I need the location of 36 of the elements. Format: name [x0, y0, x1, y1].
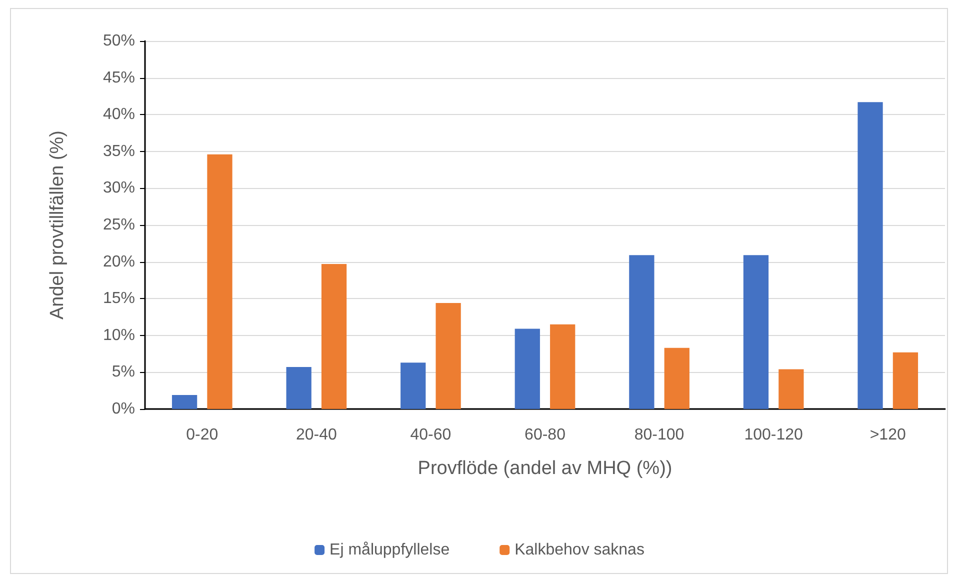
- y-tick-label: 20%: [102, 253, 135, 270]
- y-tick-label: 35%: [102, 142, 135, 160]
- y-tick-label: 5%: [112, 364, 135, 381]
- x-tick-label: 80-100: [634, 426, 684, 444]
- bar: [858, 102, 883, 409]
- y-tick-label: 50%: [102, 32, 135, 50]
- x-tick-label: 60-80: [524, 426, 566, 444]
- bar: [436, 303, 461, 409]
- x-axis-title: Provflöde (andel av MHQ (%)): [418, 458, 672, 479]
- legend-label: Kalkbehov saknas: [514, 542, 644, 558]
- legend-label: Ej måluppfyllelse: [330, 542, 450, 558]
- bar: [629, 255, 654, 409]
- y-tick-label: 10%: [102, 326, 135, 344]
- y-tick-label: 30%: [102, 180, 135, 197]
- bar: [550, 324, 576, 409]
- bar: [207, 154, 232, 409]
- x-tick-label: 0-20: [186, 426, 218, 444]
- x-tick-label: 40-60: [410, 426, 452, 444]
- bar: [664, 348, 690, 409]
- bar: [400, 362, 426, 409]
- x-tick-label: 20-40: [296, 426, 337, 444]
- y-tick-label: 25%: [102, 216, 135, 234]
- y-tick-label: 0%: [112, 400, 135, 418]
- bar: [892, 352, 918, 409]
- bar: [514, 328, 540, 409]
- x-tick-label: >120: [870, 426, 906, 444]
- bar: [321, 264, 347, 409]
- y-tick-label: 40%: [102, 106, 135, 124]
- y-axis-title: Andel provtillfällen (%): [47, 130, 68, 320]
- bar: [743, 255, 769, 409]
- x-tick-label: 100-120: [744, 426, 804, 444]
- y-tick-label: 15%: [102, 290, 135, 308]
- y-tick-label: 45%: [102, 69, 135, 86]
- bar: [172, 395, 198, 409]
- bar: [286, 367, 312, 409]
- bar: [778, 369, 804, 409]
